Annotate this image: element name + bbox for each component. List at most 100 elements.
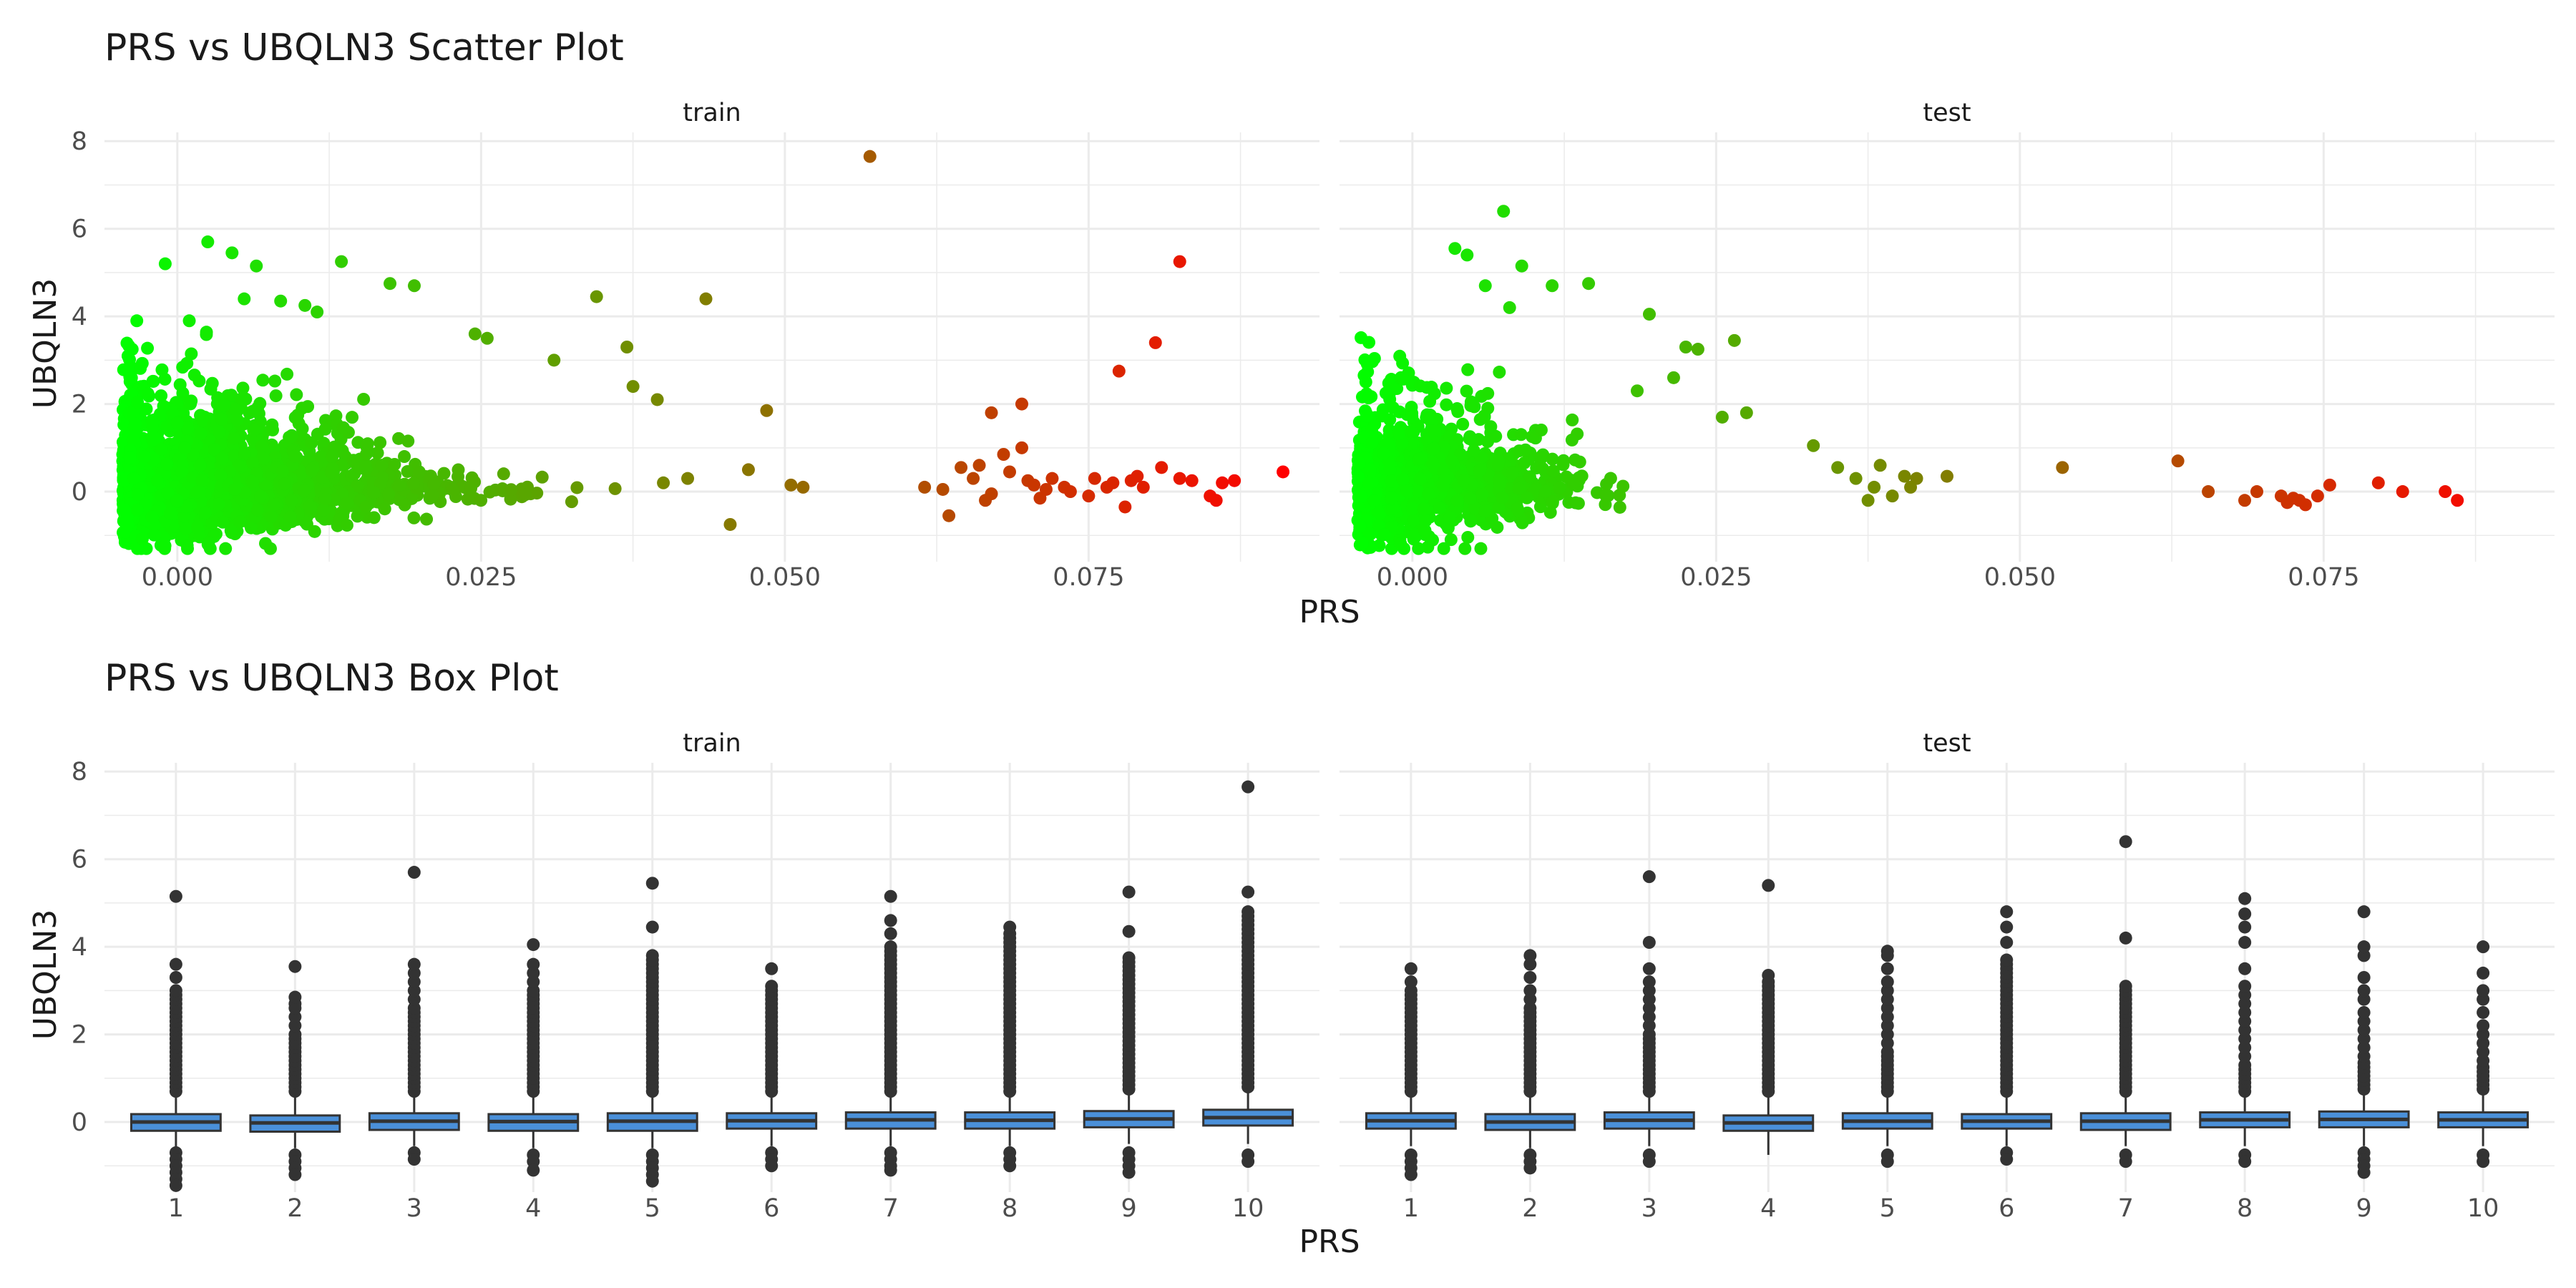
- scatter-point: [359, 500, 373, 514]
- box-3: [1603, 870, 1695, 1169]
- scatter-point: [1512, 482, 1526, 495]
- box-outlier: [2477, 1019, 2490, 1033]
- scatter-point: [212, 497, 225, 511]
- box-outlier: [1122, 924, 1136, 938]
- box-outlier: [2238, 936, 2252, 950]
- scatter-point: [1715, 410, 1729, 424]
- data-points: [1351, 205, 2464, 555]
- scatter-point: [1538, 484, 1552, 498]
- box-outlier: [1122, 951, 1136, 965]
- scatter-point: [374, 477, 387, 490]
- box-outlier: [1241, 885, 1255, 899]
- scatter-point: [304, 500, 318, 514]
- x-tick-label: 4: [525, 1194, 541, 1223]
- scatter-point: [150, 474, 164, 487]
- scatter-point: [179, 522, 192, 535]
- scatter-panel-test: 0.000 0.025 0.050 0.075: [1340, 132, 2555, 592]
- scatter-point: [1582, 277, 1596, 291]
- box-outlier: [2000, 905, 2014, 919]
- scatter-point: [267, 498, 280, 512]
- scatter-point: [1478, 504, 1492, 518]
- scatter-point: [280, 367, 294, 381]
- scatter-point: [208, 443, 221, 457]
- scatter-point: [314, 450, 328, 464]
- scatter-point: [474, 494, 488, 507]
- scatter-point: [1898, 469, 1911, 483]
- scatter-point: [650, 393, 664, 406]
- x-tick-label: 6: [763, 1194, 779, 1223]
- box-outlier: [1003, 1159, 1017, 1173]
- scatter-point: [225, 246, 239, 260]
- scatter-point: [1405, 502, 1419, 515]
- scatter-point: [305, 436, 318, 449]
- box-outlier: [407, 1153, 421, 1166]
- scatter-point: [224, 524, 238, 537]
- scatter-point: [1463, 492, 1477, 505]
- box-strip-train: train: [683, 729, 741, 758]
- scatter-point: [426, 489, 439, 502]
- scatter-point: [985, 487, 998, 501]
- scatter-point: [1566, 413, 1579, 426]
- box-outlier: [2477, 966, 2490, 980]
- scatter-point: [1352, 470, 1365, 484]
- scatter-point: [285, 494, 298, 508]
- scatter-point: [1568, 496, 1582, 509]
- scatter-point: [1413, 452, 1426, 466]
- scatter-point: [155, 442, 168, 456]
- scatter-point: [350, 479, 364, 492]
- scatter-point: [121, 517, 135, 531]
- box-outlier: [169, 984, 182, 997]
- scatter-point: [1417, 502, 1430, 516]
- scatter-point: [238, 292, 251, 306]
- scatter-point: [570, 481, 584, 494]
- box-outlier: [1880, 945, 1894, 958]
- scatter-point: [1355, 489, 1368, 503]
- scatter-point: [1443, 511, 1456, 525]
- scatter-point: [1460, 384, 1473, 398]
- y-tick-label: 0: [72, 1108, 87, 1137]
- scatter-point: [219, 542, 233, 555]
- box-outlier: [2238, 920, 2252, 934]
- scatter-point: [214, 469, 228, 482]
- scatter-point: [1396, 472, 1410, 486]
- box-outlier: [169, 889, 182, 903]
- scatter-point: [1565, 433, 1579, 447]
- x-tick-label: 7: [2118, 1194, 2134, 1223]
- scatter-point: [158, 372, 172, 386]
- scatter-point: [130, 314, 144, 328]
- scatter-point: [465, 471, 479, 484]
- box-6: [726, 962, 818, 1173]
- scatter-point: [250, 503, 264, 517]
- scatter-point: [1491, 458, 1505, 472]
- scatter-point: [1511, 502, 1524, 515]
- scatter-point: [2171, 454, 2185, 468]
- scatter-point: [2311, 489, 2324, 503]
- scatter-plot: PRS vs UBQLN3 Scatter Plot train test 0.…: [27, 26, 2555, 630]
- scatter-point: [185, 394, 198, 408]
- scatter-point: [216, 515, 230, 529]
- scatter-point: [2451, 494, 2464, 507]
- box-outlier: [1523, 984, 1537, 997]
- scatter-point: [1873, 459, 1887, 472]
- scatter-point: [201, 235, 215, 249]
- scatter-point: [723, 517, 737, 531]
- scatter-point: [407, 511, 421, 525]
- scatter-point: [565, 495, 578, 509]
- scatter-point: [468, 327, 482, 341]
- scatter-point: [288, 449, 301, 463]
- scatter-point: [202, 536, 215, 550]
- box-outlier: [169, 1179, 182, 1192]
- scatter-point: [1450, 494, 1464, 507]
- scatter-point: [1546, 464, 1560, 478]
- scatter-point: [1520, 491, 1533, 504]
- scatter-point: [1426, 442, 1440, 456]
- scatter-point: [1861, 494, 1875, 507]
- box-5: [606, 877, 698, 1188]
- scatter-point: [1360, 357, 1374, 371]
- scatter-point: [518, 488, 532, 502]
- scatter-point: [228, 449, 241, 462]
- box-outlier: [2000, 1153, 2014, 1166]
- x-tick-label: 1: [168, 1194, 184, 1223]
- scatter-point: [1392, 427, 1405, 441]
- scatter-point: [1377, 447, 1390, 460]
